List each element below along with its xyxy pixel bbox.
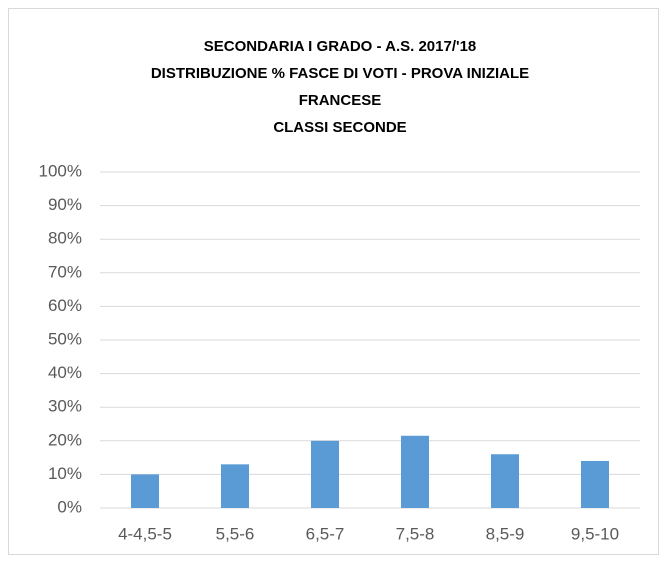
x-tick-label: 5,5-6 <box>216 524 255 543</box>
x-tick-label: 9,5-10 <box>571 524 619 543</box>
bar <box>581 460 609 508</box>
chart-title: DISTRIBUZIONE % FASCE DI VOTI - PROVA IN… <box>151 65 529 82</box>
bar <box>491 454 519 508</box>
x-tick-label: 4-4,5-5 <box>118 524 172 543</box>
bar <box>401 435 429 508</box>
y-tick-label: 80% <box>48 229 82 248</box>
chart-title: SECONDARIA I GRADO - A.S. 2017/'18 <box>204 38 477 55</box>
chart-title: FRANCESE <box>299 92 382 109</box>
chart-title: CLASSI SECONDE <box>273 119 406 136</box>
y-tick-label: 70% <box>48 262 82 281</box>
x-tick-label: 7,5-8 <box>396 524 435 543</box>
bar <box>311 440 339 508</box>
y-tick-label: 40% <box>48 363 82 382</box>
x-tick-label: 6,5-7 <box>306 524 345 543</box>
y-tick-label: 10% <box>48 464 82 483</box>
bar <box>131 474 159 508</box>
y-tick-label: 100% <box>39 161 82 180</box>
y-tick-label: 50% <box>48 329 82 348</box>
y-tick-label: 60% <box>48 296 82 315</box>
y-tick-label: 0% <box>57 497 82 516</box>
y-tick-label: 90% <box>48 195 82 214</box>
y-tick-label: 20% <box>48 430 82 449</box>
bar <box>221 464 249 508</box>
y-tick-label: 30% <box>48 397 82 416</box>
x-tick-label: 8,5-9 <box>486 524 525 543</box>
